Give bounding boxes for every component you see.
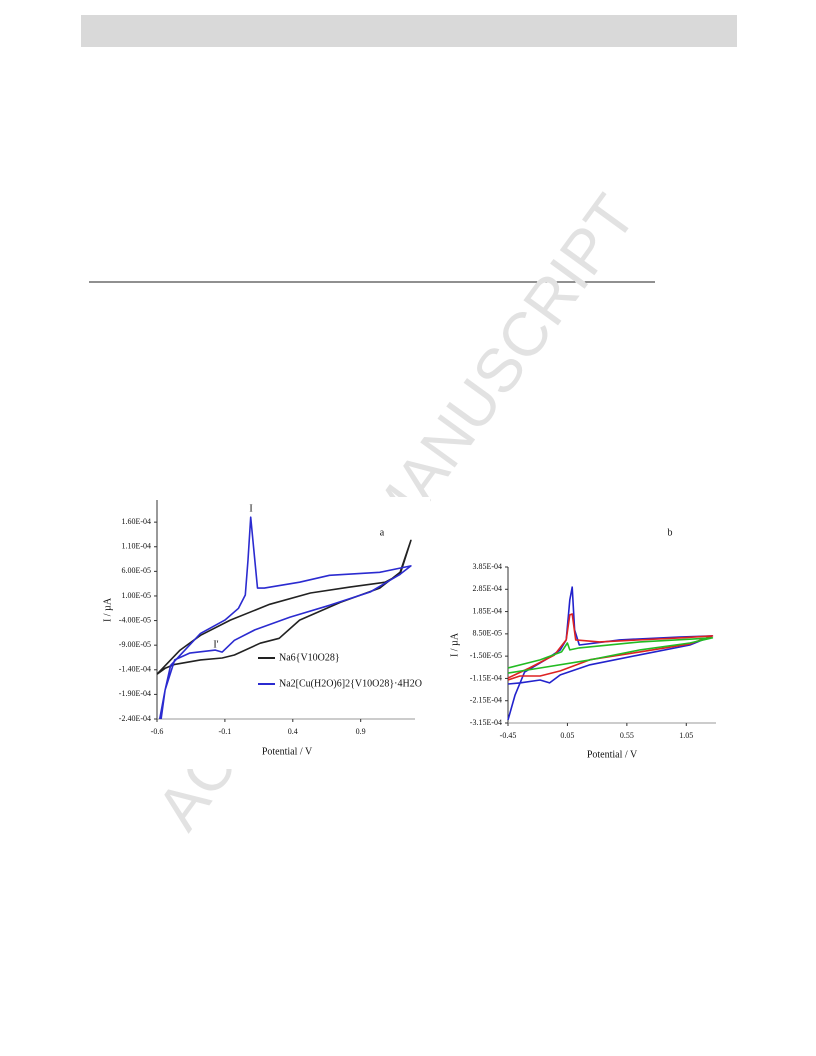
annotation: a (380, 527, 385, 538)
y-tick-label: -1.15E-04 (470, 673, 502, 682)
y-tick-label: 6.00E-05 (121, 566, 151, 575)
cv-curve (507, 637, 714, 674)
y-tick-label: 1.10E-04 (121, 542, 151, 551)
annotation: I (249, 503, 252, 514)
x-tick-label: 0.9 (356, 727, 366, 736)
y-axis-title: I / µA (102, 597, 113, 622)
x-tick-label: 0.05 (560, 731, 574, 740)
x-tick-label: -0.6 (151, 727, 164, 736)
y-tick-label: -3.15E-04 (470, 718, 502, 727)
y-tick-label: -4.00E-05 (119, 615, 151, 624)
annotation: I' (213, 639, 218, 650)
x-axis-title: Potential / V (587, 749, 638, 760)
cv-curve (507, 613, 714, 681)
x-tick-label: -0.1 (219, 727, 232, 736)
figure-a-bg (100, 497, 430, 769)
x-tick-label: 1.05 (679, 731, 693, 740)
x-tick-label: 0.55 (620, 731, 634, 740)
y-tick-label: -1.40E-04 (119, 665, 151, 674)
annotation: b (668, 527, 673, 538)
y-tick-label: -2.40E-04 (119, 714, 151, 723)
y-axis-title: I / µA (449, 632, 460, 657)
y-tick-label: 8.50E-05 (472, 629, 502, 638)
y-tick-label: -1.50E-05 (470, 651, 502, 660)
x-axis-title: Potential / V (262, 746, 313, 757)
y-tick-label: 3.85E-04 (472, 562, 502, 571)
legend-label: Na6{V10O28} (279, 652, 340, 663)
header-bar (81, 15, 737, 47)
legend-label: Na2[Cu(H2O)6]2{V10O28}·4H2O (279, 678, 422, 689)
y-tick-label: -9.00E-05 (119, 640, 151, 649)
y-tick-label: 1.00E-05 (121, 591, 151, 600)
cv-curve (158, 516, 412, 720)
y-tick-label: 2.85E-04 (472, 584, 502, 593)
y-tick-label: -2.15E-04 (470, 696, 502, 705)
y-tick-label: 1.60E-04 (121, 517, 151, 526)
y-tick-label: 1.85E-04 (472, 606, 502, 615)
x-tick-label: -0.45 (500, 731, 517, 740)
y-tick-label: -1.90E-04 (119, 689, 151, 698)
x-tick-label: 0.4 (288, 727, 298, 736)
